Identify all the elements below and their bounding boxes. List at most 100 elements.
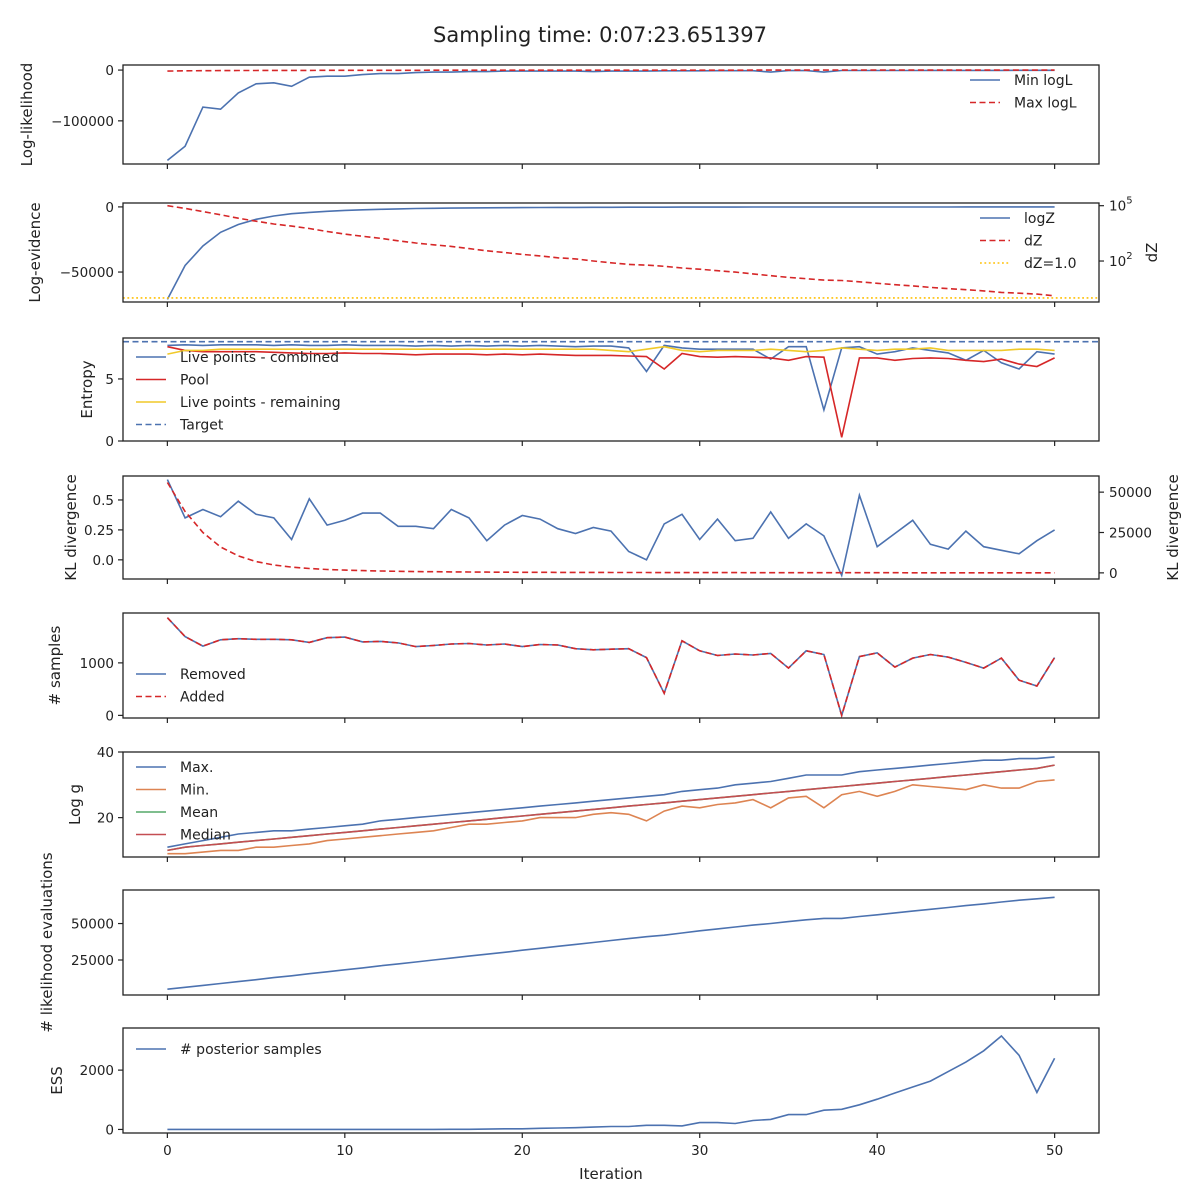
panel-7: 25000 50000 # likelihood evaluations <box>38 852 1100 1033</box>
panel-3-legend: Live points - combined Pool Live points - … <box>136 350 341 434</box>
x-tick-label: 20 <box>514 1143 531 1159</box>
y-tick-label: −100000 <box>51 114 114 130</box>
y2-tick-label: 0 <box>1109 566 1118 582</box>
panel-4-frame <box>122 475 1100 580</box>
y-tick-label: 0 <box>105 434 114 450</box>
series-line-median <box>167 764 1055 852</box>
series-line-removed <box>166 617 1056 718</box>
y-axis-label: Entropy <box>78 360 96 418</box>
series-line-min <box>167 779 1055 855</box>
panel-6: 20 40 Log g Max. Min. Mean Median <box>66 745 1100 862</box>
panel-5-legend: Removed Added <box>136 667 246 706</box>
y-tick-label: 20 <box>97 811 114 827</box>
x-axis-label: Iteration <box>579 1165 643 1183</box>
y-axis-label: # samples <box>46 625 64 705</box>
y-tick-label: 25000 <box>71 953 114 969</box>
panel-8: 0 2000 ESS # posterior samples <box>48 1027 1100 1138</box>
legend-entry: Median <box>180 828 231 844</box>
panel-2-legend: logZ dZ dZ=1.0 <box>980 211 1076 272</box>
legend-entry: logZ <box>1024 211 1055 227</box>
y-tick-label: 50000 <box>71 917 114 933</box>
legend-entry: Min. <box>180 783 209 799</box>
y-axis-label: ESS <box>48 1066 66 1095</box>
x-tick-label: 0 <box>163 1143 172 1159</box>
y2-tick-label: 105 <box>1109 196 1133 215</box>
y-axis-label: Log-evidence <box>26 202 44 302</box>
y-tick-label: 5 <box>105 372 114 388</box>
legend-entry: dZ <box>1024 234 1042 250</box>
legend-entry: Added <box>180 690 225 706</box>
y2-tick-label: 25000 <box>1109 526 1152 542</box>
panel-5-plot-area <box>166 617 1056 718</box>
legend-entry: Mean <box>180 805 218 821</box>
chart-panels: 0 −100000 Log-likelihood Min logL Max logL 0 −… <box>18 63 1182 1159</box>
legend-entry: Pool <box>180 373 209 389</box>
series-line-max <box>167 756 1055 848</box>
y-tick-label: 0 <box>105 1122 114 1138</box>
panel-8-plot-area <box>167 1034 1056 1131</box>
panel-3-frame <box>122 337 1100 442</box>
y-tick-label: 0.25 <box>84 523 114 539</box>
x-tick-label: 50 <box>1046 1143 1063 1159</box>
legend-entry: # posterior samples <box>180 1042 322 1058</box>
x-tick-label: 30 <box>691 1143 708 1159</box>
panel-1-plot-area <box>166 69 1055 162</box>
y-axis-label: # likelihood evaluations <box>38 852 56 1032</box>
panel-2-frame <box>122 202 1100 303</box>
series-line-series-1 <box>166 479 1056 578</box>
y-tick-label: 0.5 <box>93 493 114 509</box>
series-line-live-points-remaining <box>167 345 1055 355</box>
panel-3-plot-area <box>123 340 1099 438</box>
panel-8-frame <box>122 1027 1100 1134</box>
series-line-series-1 <box>167 896 1055 990</box>
panel-2: 0 −50000 105 102 Log-evidence dZ logZ dZ dZ=1.0 <box>26 196 1161 307</box>
y-axis-label: Log g <box>66 784 84 825</box>
legend-entry: Max. <box>180 760 213 776</box>
figure-title: Sampling time: 0:07:23.651397 <box>433 23 767 47</box>
legend-entry: Removed <box>180 667 246 683</box>
y-axis-label: Log-likelihood <box>18 63 36 167</box>
series-line-series-2 <box>166 482 1055 574</box>
legend-entry: Live points - combined <box>180 350 339 366</box>
y-tick-label: 0 <box>105 63 114 79</box>
series-line-pool <box>167 345 1055 438</box>
series-line-dz <box>167 204 1055 297</box>
series-line-logz <box>166 206 1055 300</box>
y2-axis-label: dZ <box>1143 243 1161 263</box>
legend-entry: Max logL <box>1014 96 1077 112</box>
panel-5: 0 1000 # samples Removed Added <box>46 612 1100 724</box>
legend-entry: dZ=1.0 <box>1024 256 1076 272</box>
panel-5-frame <box>122 612 1100 719</box>
y-tick-label: 1000 <box>80 656 114 672</box>
x-tick-label: 40 <box>869 1143 886 1159</box>
y2-axis-label: KL divergence <box>1164 474 1182 580</box>
y-tick-label: −50000 <box>60 265 114 281</box>
series-line-min-logl <box>166 69 1055 162</box>
panel-1-legend: Min logL Max logL <box>970 73 1077 112</box>
y-tick-label: 2000 <box>80 1063 114 1079</box>
panel-4-plot-area <box>166 479 1056 578</box>
panel-2-plot-area <box>123 204 1099 300</box>
y-tick-label: 0.0 <box>93 553 114 569</box>
panel-1-frame <box>122 64 1100 165</box>
y-tick-label: 0 <box>105 708 114 724</box>
x-tick-label: 10 <box>336 1143 353 1159</box>
series-line-added <box>166 617 1056 718</box>
y2-tick-label: 102 <box>1109 251 1133 270</box>
y-axis-label: KL divergence <box>62 474 80 580</box>
panel-4: 0.0 0.25 0.5 0 25000 50000 KL divergence KL div… <box>62 474 1182 584</box>
y-tick-label: 0 <box>105 200 114 216</box>
panel-6-legend: Max. Min. Mean Median <box>136 760 231 844</box>
panel-8-legend: # posterior samples <box>136 1042 322 1058</box>
panel-7-plot-area <box>167 896 1055 990</box>
panel-7-frame <box>122 889 1100 996</box>
y-tick-label: 40 <box>97 745 114 761</box>
legend-entry: Target <box>179 418 224 434</box>
series-line-posterior-samples <box>167 1034 1056 1131</box>
panel-6-plot-area <box>167 756 1055 855</box>
panel-6-frame <box>122 751 1100 858</box>
legend-entry: Min logL <box>1014 73 1073 89</box>
y2-tick-label: 50000 <box>1109 485 1152 501</box>
